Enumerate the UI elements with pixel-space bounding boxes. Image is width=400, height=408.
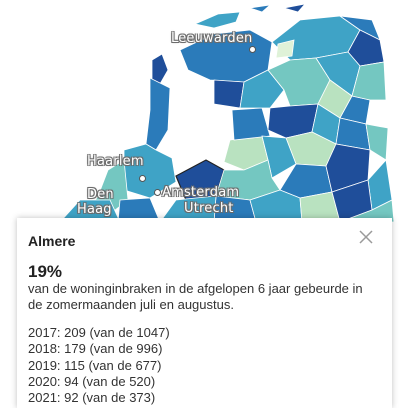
city-label-den: Den xyxy=(87,187,114,202)
region xyxy=(239,69,285,109)
stat-row: 2018: 179 (van de 996) xyxy=(28,341,163,357)
percentage-description: van de woninginbraken in de afgelopen 6 … xyxy=(28,281,363,312)
city-marker-amsterdam xyxy=(154,189,161,196)
region xyxy=(213,79,245,109)
stat-row: 2020: 94 (van de 520) xyxy=(28,373,156,389)
stat-row: 2017: 209 (van de 1047) xyxy=(28,325,170,340)
region xyxy=(325,143,371,193)
region-noord-holland xyxy=(123,143,177,199)
region-gelderland xyxy=(261,135,297,179)
city-marker-haarlem xyxy=(139,175,146,182)
city-label-haag: Haag xyxy=(77,202,112,217)
region xyxy=(117,197,161,222)
stat-row: 2021: 92 (van de 373) xyxy=(28,390,156,406)
region-info-panel: Almere 19% van de woninginbraken in de a… xyxy=(17,218,392,408)
city-label-leeuwarden: Leeuwarden xyxy=(171,31,253,46)
island-region xyxy=(283,3,307,13)
city-label-haarlem: Haarlem xyxy=(87,154,144,169)
city-label-amsterdam: Amsterdam xyxy=(162,185,240,200)
city-label-utrecht: Utrecht xyxy=(184,201,234,216)
region-noord-holland-north xyxy=(145,77,171,151)
yearly-stats: 2017: 209 (van de 1047) 2018: 179 (van d… xyxy=(28,325,170,406)
island-region xyxy=(151,53,169,85)
region-title: Almere xyxy=(28,233,76,249)
region-zuid-holland xyxy=(59,199,121,222)
city-marker-leeuwarden xyxy=(249,46,256,53)
island-region xyxy=(249,4,272,13)
choropleth-map[interactable]: Leeuwarden Haarlem Den Haag Amsterdam Ut… xyxy=(0,0,400,222)
island-region xyxy=(193,11,241,29)
region xyxy=(299,191,341,222)
region xyxy=(275,39,295,59)
stat-row: 2019: 115 (van de 677) xyxy=(28,357,162,373)
region-lelystad xyxy=(231,107,271,141)
close-icon[interactable] xyxy=(357,228,375,246)
map-regions xyxy=(59,3,395,222)
summer-percentage: 19% xyxy=(28,262,63,281)
region xyxy=(351,61,387,101)
region xyxy=(159,195,217,222)
